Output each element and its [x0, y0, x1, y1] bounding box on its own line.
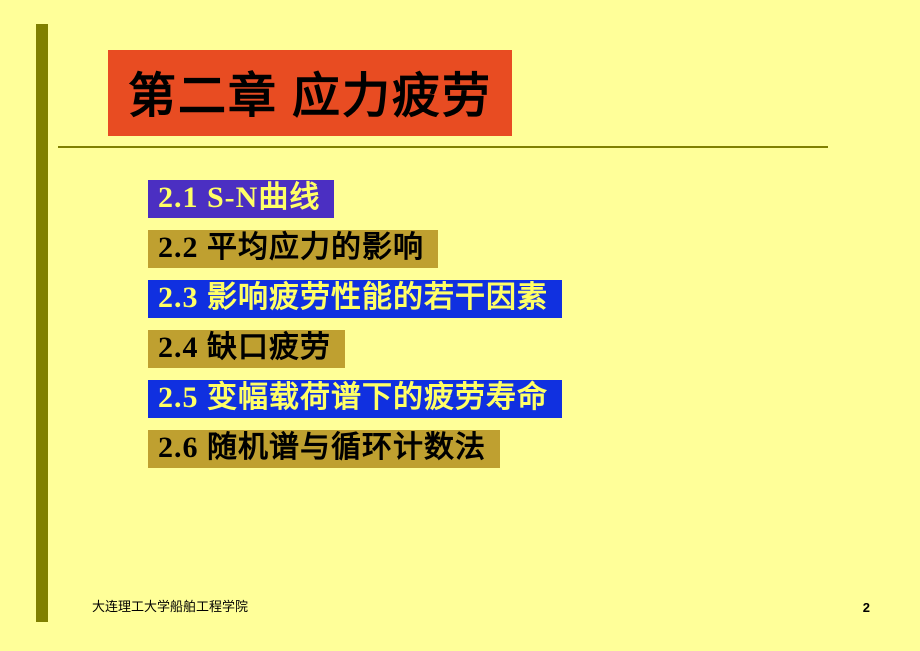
section-item: 2.6 随机谱与循环计数法: [148, 430, 500, 468]
page-number: 2: [863, 600, 870, 615]
vertical-accent-bar: [36, 24, 48, 622]
section-item: 2.4 缺口疲劳: [148, 330, 345, 368]
section-item: 2.2 平均应力的影响: [148, 230, 438, 268]
section-item: 2.1 S-N曲线: [148, 180, 334, 218]
chapter-title: 第二章 应力疲劳: [108, 50, 512, 136]
slide-content: 第二章 应力疲劳 2.1 S-N曲线 2.2 平均应力的影响 2.3 影响疲劳性…: [48, 24, 880, 468]
section-item: 2.3 影响疲劳性能的若干因素: [148, 280, 562, 318]
footer-text: 大连理工大学船舶工程学院: [92, 596, 248, 615]
section-list: 2.1 S-N曲线 2.2 平均应力的影响 2.3 影响疲劳性能的若干因素 2.…: [48, 148, 880, 468]
section-item: 2.5 变幅载荷谱下的疲劳寿命: [148, 380, 562, 418]
